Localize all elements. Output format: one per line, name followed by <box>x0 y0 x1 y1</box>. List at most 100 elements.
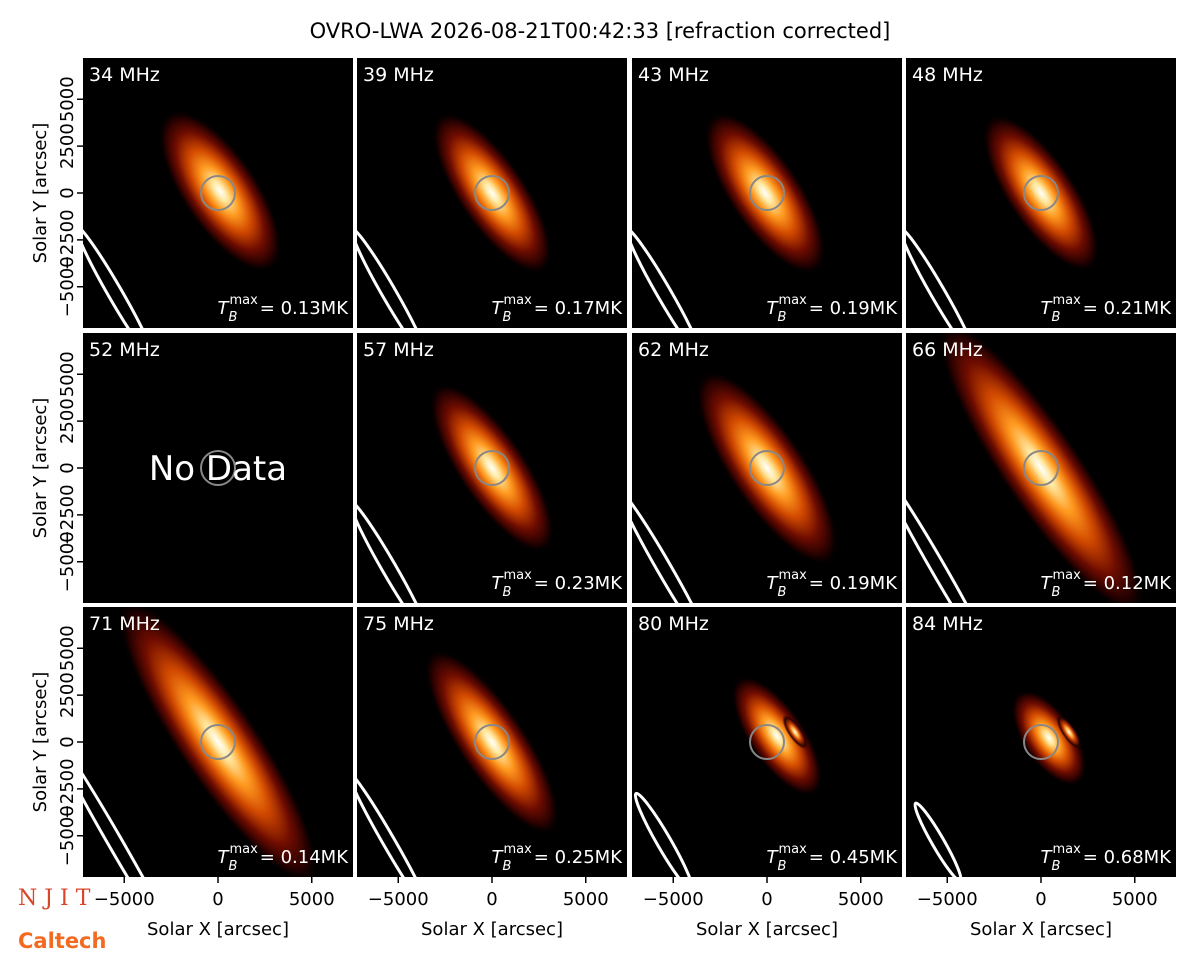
radio-source <box>431 111 553 275</box>
solar-limb <box>749 175 785 211</box>
beam <box>633 791 695 877</box>
x-tick-label: 5000 <box>289 889 335 910</box>
y-tick-label: −5000 <box>57 256 78 317</box>
tb-max-label: TBmax = 0.68MK <box>1041 842 1173 874</box>
x-tick-label: −5000 <box>368 889 429 910</box>
frequency-label: 80 MHz <box>638 613 709 635</box>
solar-limb <box>474 450 510 486</box>
frequency-label: 71 MHz <box>89 613 160 635</box>
tb-max-label: TBmax = 0.13MK <box>218 293 350 325</box>
y-axis-label: Solar Y [arcsec] <box>30 123 51 264</box>
panel <box>906 58 1176 328</box>
tb-max-label: TBmax = 0.19MK <box>767 568 899 600</box>
frequency-label: 43 MHz <box>638 64 709 86</box>
panel <box>83 333 353 603</box>
panel <box>357 333 627 603</box>
figure-title: OVRO-LWA 2026-08-21T00:42:33 [refraction… <box>310 19 891 43</box>
image-background <box>83 333 353 603</box>
panel <box>906 607 1176 877</box>
tb-max-label: TBmax = 0.14MK <box>218 842 350 874</box>
frequency-label: 75 MHz <box>363 613 434 635</box>
y-tick-label: 0 <box>57 736 78 747</box>
beam <box>913 801 963 877</box>
panel <box>632 58 902 328</box>
x-tick-label: −5000 <box>94 889 155 910</box>
beam <box>357 499 430 603</box>
logo-caltech: Caltech <box>18 929 106 953</box>
y-tick-label: −2500 <box>57 758 78 819</box>
solar-limb <box>1023 724 1059 760</box>
tb-max-label: TBmax = 0.17MK <box>492 293 624 325</box>
y-tick-label: −5000 <box>57 805 78 866</box>
panel <box>632 607 902 877</box>
tb-max-label: TBmax = 0.25MK <box>492 842 624 874</box>
radio-source <box>1011 690 1087 786</box>
frequency-label: 52 MHz <box>89 339 160 361</box>
x-tick-label: 0 <box>761 889 772 910</box>
beam <box>83 729 181 877</box>
tb-max-label: TBmax = 0.21MK <box>1041 293 1173 325</box>
tb-max-label: TBmax = 0.12MK <box>1041 568 1173 600</box>
x-tick-label: 0 <box>486 889 497 910</box>
frequency-label: 66 MHz <box>912 339 983 361</box>
radio-source <box>695 370 839 566</box>
y-tick-label: −2500 <box>57 209 78 270</box>
y-tick-label: 5000 <box>57 351 78 397</box>
solar-limb <box>749 450 785 486</box>
panel <box>83 58 353 328</box>
frequency-label: 62 MHz <box>638 339 709 361</box>
x-axis-label: Solar X [arcsec] <box>147 919 289 940</box>
x-tick-label: −5000 <box>917 889 978 910</box>
x-axis-label: Solar X [arcsec] <box>696 919 838 940</box>
y-tick-label: 2500 <box>57 398 78 444</box>
solar-limb <box>749 724 785 760</box>
frequency-label: 34 MHz <box>89 64 160 86</box>
solar-limb <box>1023 450 1059 486</box>
frequency-label: 57 MHz <box>363 339 434 361</box>
no-data-label: No Data <box>149 449 287 489</box>
x-axis-label: Solar X [arcsec] <box>970 919 1112 940</box>
panel <box>632 333 902 603</box>
radio-source <box>937 333 1145 603</box>
solar-limb <box>1023 175 1059 211</box>
x-tick-label: 5000 <box>563 889 609 910</box>
y-tick-label: 2500 <box>57 123 78 169</box>
tb-max-label: TBmax = 0.19MK <box>767 293 899 325</box>
radio-source <box>429 382 555 554</box>
tb-max-label: TBmax = 0.45MK <box>767 842 899 874</box>
y-tick-label: 2500 <box>57 672 78 718</box>
beam <box>632 488 711 603</box>
y-tick-label: −2500 <box>57 484 78 545</box>
beam <box>357 771 431 877</box>
beam <box>632 227 703 328</box>
frequency-label: 48 MHz <box>912 64 983 86</box>
beam <box>906 469 996 603</box>
radio-source <box>731 675 823 797</box>
y-axis-label: Solar Y [arcsec] <box>30 398 51 539</box>
solar-limb <box>474 724 510 760</box>
panel <box>906 333 1176 603</box>
radio-source <box>424 648 560 836</box>
frequency-label: 84 MHz <box>912 613 983 635</box>
tb-max-label: TBmax = 0.23MK <box>492 568 624 600</box>
beam <box>357 227 428 328</box>
beam <box>83 224 156 328</box>
x-tick-label: −5000 <box>643 889 704 910</box>
panel <box>357 607 627 877</box>
x-tick-label: 5000 <box>838 889 884 910</box>
radio-source <box>704 111 826 275</box>
x-axis-label: Solar X [arcsec] <box>421 919 563 940</box>
solar-limb <box>200 175 236 211</box>
radio-source <box>158 109 282 273</box>
radio-source <box>117 607 319 877</box>
y-tick-label: −5000 <box>57 531 78 592</box>
panel <box>357 58 627 328</box>
solar-limb <box>200 724 236 760</box>
beam <box>906 227 977 328</box>
solar-limb <box>474 175 510 211</box>
radio-source-peak <box>1056 714 1082 750</box>
solar-limb <box>200 450 236 486</box>
y-tick-label: 0 <box>57 187 78 198</box>
x-tick-label: 5000 <box>1112 889 1158 910</box>
